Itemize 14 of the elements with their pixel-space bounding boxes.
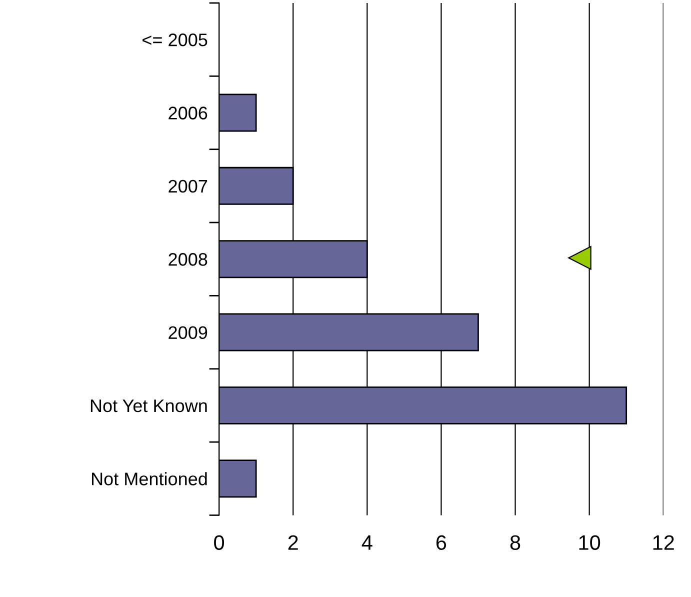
y-tick-label: 2007 bbox=[168, 180, 208, 193]
y-tick-label: Not Yet Known bbox=[90, 400, 207, 412]
x-tick-label: 6 bbox=[436, 535, 446, 550]
x-tick-label: 10 bbox=[579, 535, 600, 550]
y-tick-label: Not Mentioned bbox=[92, 472, 207, 486]
x-tick-label: 0 bbox=[214, 535, 224, 550]
x-tick-label: 4 bbox=[362, 535, 372, 550]
y-tick-label: 2009 bbox=[168, 326, 208, 339]
x-tick-label: 8 bbox=[510, 535, 520, 550]
y-tick-label: 2008 bbox=[168, 253, 208, 266]
y-tick-label: <= 2005 bbox=[142, 34, 208, 46]
x-tick-label: 12 bbox=[653, 535, 674, 550]
y-tick-label: 2006 bbox=[168, 106, 208, 120]
x-tick-label: 2 bbox=[288, 535, 298, 550]
